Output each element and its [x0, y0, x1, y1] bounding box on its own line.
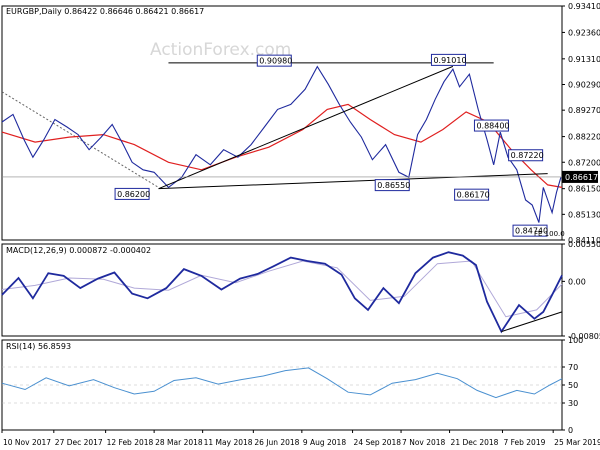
price-ytick-label: 0.86150 — [568, 185, 600, 194]
level-label: 0.87220 — [511, 151, 544, 160]
macd-ytick-label: -0.00805 — [568, 332, 600, 341]
current-price-tag — [562, 170, 598, 183]
price-ytick-label: 0.92360 — [568, 28, 600, 37]
rsi-line — [1, 367, 563, 399]
level-label: 0.86550 — [377, 181, 410, 190]
level-label-box — [508, 149, 544, 162]
macd-ytick-label: 0.005504 — [568, 240, 600, 249]
fib-label: FE 100.0 — [534, 230, 565, 238]
macd-title: MACD(12,26,9) 0.000872 -0.000402 — [6, 246, 151, 255]
price-ytick-label: 0.93410 — [568, 2, 600, 11]
rsi-ytick-label: 50 — [568, 381, 578, 390]
price-ytick-label: 0.88220 — [568, 133, 600, 142]
price-ytick-label: 0.84110 — [568, 236, 600, 245]
trend-line-neckline — [158, 173, 548, 190]
pane-frame-macd — [1, 243, 563, 337]
level-label: 0.84740 — [515, 227, 548, 236]
x-tick-label: 27 Dec 2017 — [55, 438, 103, 447]
rsi-ytick-label: 100 — [568, 336, 583, 345]
x-tick-label: 26 Jun 2018 — [254, 438, 299, 447]
level-label: 0.91010 — [433, 56, 466, 65]
x-tick-label: 7 Nov 2018 — [402, 438, 445, 447]
x-tick-label: 24 Sep 2018 — [354, 438, 402, 447]
trend-line-rising-channel — [158, 65, 454, 190]
current-price-label: 0.86617 — [565, 173, 598, 182]
level-label-box — [512, 224, 548, 237]
price-line — [1, 65, 562, 223]
x-tick-label: 11 May 2018 — [204, 438, 253, 447]
x-tick-label: 21 Dec 2018 — [451, 438, 499, 447]
level-label-box — [430, 53, 466, 66]
rsi-ytick-label: 30 — [568, 399, 578, 408]
level-label: 0.88400 — [476, 122, 509, 131]
x-tick-label: 9 Aug 2018 — [303, 438, 346, 447]
macd-ytick-label: 0.00 — [568, 277, 586, 286]
level-label: 0.86170 — [457, 191, 490, 200]
price-ytick-label: 0.90290 — [568, 81, 600, 90]
price-ytick-label: 0.91310 — [568, 55, 600, 64]
trend-line-dotted — [1, 91, 159, 188]
x-tick-label: 12 Feb 2018 — [107, 438, 154, 447]
level-label-box — [473, 119, 509, 132]
macd-main-line — [1, 251, 563, 334]
rsi-ytick-label: 70 — [568, 363, 578, 372]
level-label-box — [454, 188, 490, 201]
x-tick-label: 7 Feb 2019 — [503, 438, 545, 447]
level-label-box — [256, 54, 292, 67]
price-title: EURGBP,Daily 0.86422 0.86646 0.86421 0.8… — [6, 7, 204, 16]
pane-frame-price — [1, 5, 563, 241]
x-tick-label: 10 Nov 2017 — [3, 438, 51, 447]
macd-trend-line — [501, 311, 563, 333]
level-label: 0.86200 — [117, 190, 150, 199]
price-ytick-label: 0.85130 — [568, 210, 600, 219]
level-label-box — [374, 179, 410, 192]
rsi-ytick-label: 0 — [568, 426, 573, 435]
price-ytick-label: 0.89270 — [568, 106, 600, 115]
price-ytick-label: 0.87200 — [568, 158, 600, 167]
x-tick-label: 28 Mar 2018 — [155, 438, 203, 447]
watermark: ActionForex.com — [150, 40, 291, 60]
x-tick-label: 25 Mar 2019 — [554, 438, 600, 447]
level-label: 0.90980 — [259, 57, 292, 66]
level-label-box — [114, 187, 150, 200]
rsi-title: RSI(14) 56.8593 — [6, 342, 71, 351]
